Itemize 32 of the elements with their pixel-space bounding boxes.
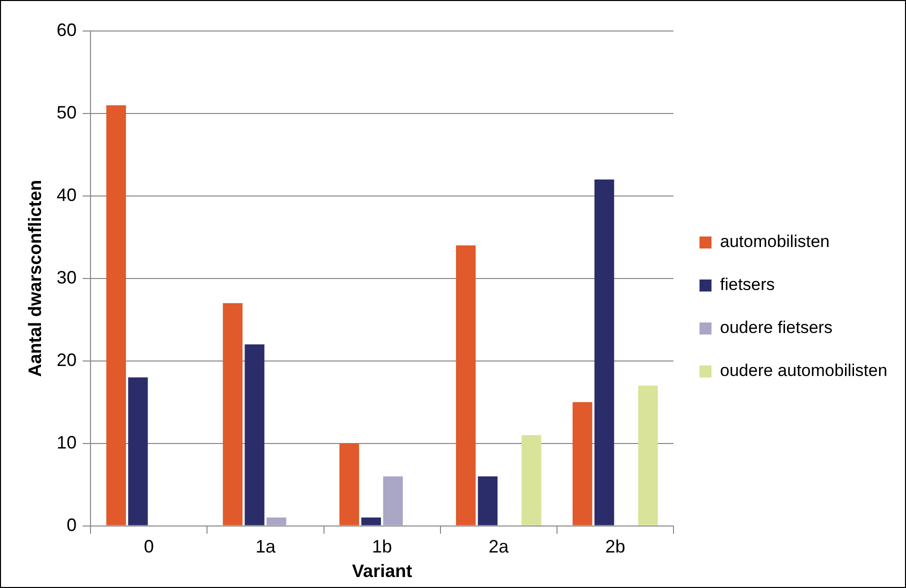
x-tick-label: 2a xyxy=(488,536,510,557)
y-tick-label: 10 xyxy=(56,432,77,452)
y-axis-title: Aantal dwarsconflicten xyxy=(24,180,45,377)
x-tick-label: 1a xyxy=(255,536,276,557)
bar xyxy=(266,518,286,526)
y-tick-label: 40 xyxy=(56,184,77,205)
y-tick-label: 60 xyxy=(56,20,77,40)
bar xyxy=(456,245,476,526)
x-tick-label: 1b xyxy=(372,536,392,557)
bar xyxy=(361,518,381,526)
y-tick-label: 50 xyxy=(56,102,77,122)
bar xyxy=(244,344,264,526)
y-tick-label: 0 xyxy=(66,514,77,535)
bar xyxy=(478,476,498,526)
bar xyxy=(106,105,126,526)
x-axis-title: Variant xyxy=(352,561,412,582)
bar xyxy=(222,303,243,526)
bar xyxy=(339,443,360,526)
bar xyxy=(594,179,614,526)
legend-label: oudere fietsers xyxy=(720,318,832,338)
bar xyxy=(128,377,148,526)
legend-label: fietsers xyxy=(720,275,775,294)
y-tick-label: 30 xyxy=(56,267,77,288)
bar xyxy=(638,386,658,526)
bar xyxy=(572,402,592,526)
x-tick-label: 0 xyxy=(144,536,154,557)
y-tick-label: 20 xyxy=(56,350,77,370)
legend-label: automobilisten xyxy=(720,232,830,252)
legend-label: oudere automobilisten xyxy=(720,361,888,380)
bar xyxy=(522,435,542,526)
x-tick-label: 2b xyxy=(605,536,626,557)
bar xyxy=(383,476,403,526)
